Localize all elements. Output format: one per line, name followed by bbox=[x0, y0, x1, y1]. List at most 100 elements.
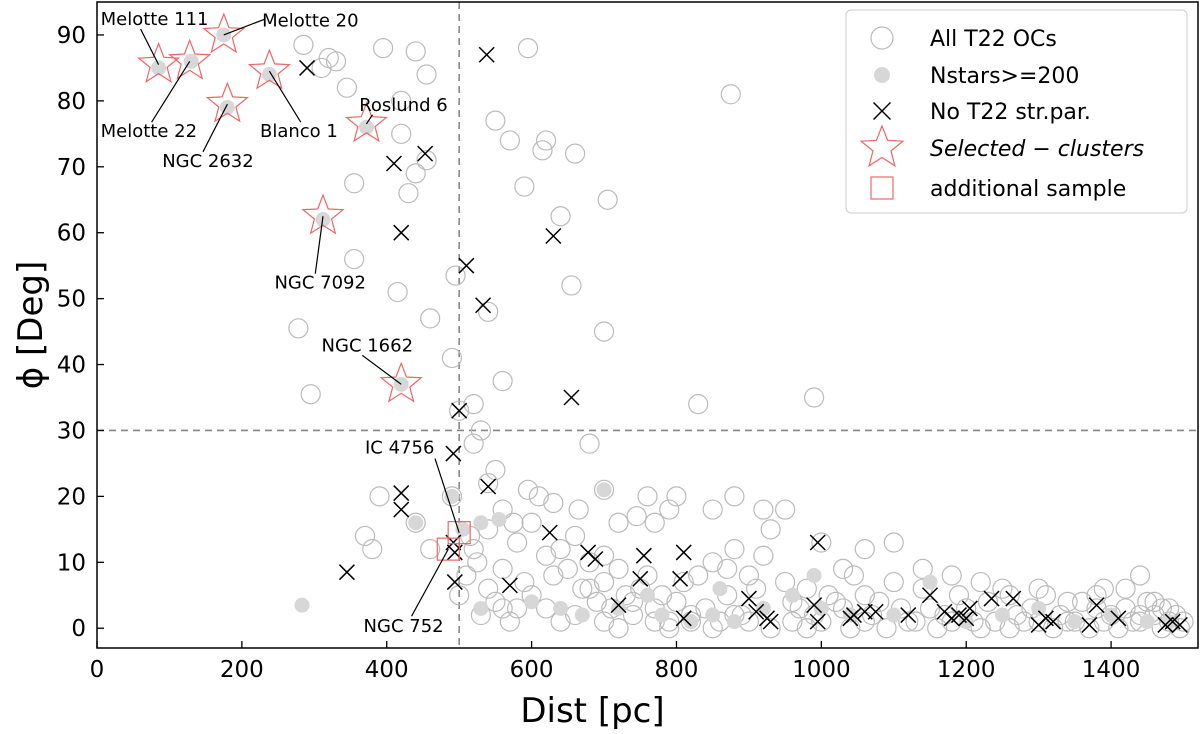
rich-cluster-point bbox=[473, 515, 489, 531]
all-oc-point bbox=[818, 585, 839, 606]
all-oc-point bbox=[999, 618, 1020, 639]
all-oc-point bbox=[854, 539, 875, 560]
all-oc-point bbox=[1144, 591, 1165, 612]
legend-box bbox=[845, 9, 1188, 214]
no-parameter-point bbox=[809, 613, 826, 630]
all-oc-point bbox=[398, 183, 419, 204]
cross-stroke bbox=[475, 297, 492, 314]
cross-stroke bbox=[541, 524, 558, 541]
rich-cluster-point bbox=[524, 594, 540, 610]
selected-cluster-star bbox=[301, 193, 345, 235]
no-parameter-point bbox=[478, 46, 495, 63]
y-axis-title: ϕ [Deg] bbox=[11, 261, 51, 389]
no-parameter-point bbox=[748, 603, 765, 620]
rich-cluster-point bbox=[151, 60, 167, 76]
all-oc-point bbox=[535, 598, 557, 619]
selected-cluster-star bbox=[247, 48, 291, 90]
cross-stroke bbox=[748, 603, 765, 620]
all-oc-point bbox=[514, 571, 535, 593]
cross-stroke bbox=[417, 145, 434, 162]
rich-cluster-point bbox=[574, 607, 590, 623]
legend-label: No T22 str.par. bbox=[930, 100, 1091, 125]
all-oc-point bbox=[1158, 611, 1180, 632]
all-oc-point bbox=[593, 321, 615, 342]
legend-marker-star bbox=[859, 124, 905, 168]
all-oc-point bbox=[362, 539, 383, 560]
cross-stroke bbox=[610, 597, 627, 614]
cross-stroke bbox=[480, 478, 497, 495]
rich-cluster-point bbox=[1031, 600, 1047, 616]
all-oc-point bbox=[637, 486, 658, 507]
no-parameter-point bbox=[563, 389, 580, 406]
all-oc-point bbox=[416, 64, 437, 85]
all-oc-point bbox=[336, 77, 357, 98]
all-oc-point bbox=[373, 38, 394, 59]
all-oc-point bbox=[811, 532, 832, 553]
annotation-label: NGC 752 bbox=[364, 616, 444, 637]
x-tick-label: 800 bbox=[655, 657, 699, 683]
all-oc-point bbox=[470, 420, 492, 441]
annotation-label: IC 4756 bbox=[365, 438, 434, 459]
cross-stroke bbox=[458, 257, 475, 274]
cross-stroke bbox=[806, 597, 823, 614]
no-parameter-point bbox=[921, 587, 939, 604]
all-oc-point bbox=[666, 591, 687, 612]
all-oc-point bbox=[608, 558, 629, 579]
all-oc-point bbox=[499, 611, 520, 632]
all-oc-point bbox=[905, 611, 926, 632]
selected-cluster-star bbox=[168, 38, 212, 80]
all-oc-point bbox=[1035, 585, 1056, 606]
all-oc-point bbox=[405, 41, 426, 62]
all-oc-point bbox=[467, 552, 488, 573]
all-oc-point bbox=[673, 571, 694, 593]
all-oc-point bbox=[919, 598, 941, 619]
all-oc-point bbox=[441, 486, 463, 507]
no-parameter-point bbox=[762, 613, 779, 630]
all-oc-point bbox=[775, 499, 796, 520]
all-oc-point bbox=[535, 130, 557, 151]
all-oc-point bbox=[659, 618, 680, 639]
all-oc-point bbox=[843, 565, 865, 586]
legend-label: Selected − clusters bbox=[930, 137, 1144, 162]
all-oc-point bbox=[1115, 598, 1136, 619]
selected-cluster-markers bbox=[137, 12, 471, 561]
all-oc-point bbox=[702, 552, 723, 573]
cross-stroke bbox=[961, 600, 978, 617]
rich-cluster-point bbox=[1103, 607, 1119, 623]
rich-cluster-point bbox=[640, 587, 655, 603]
all-oc-point bbox=[288, 318, 309, 339]
all-oc-point bbox=[492, 370, 513, 392]
all-oc-point bbox=[717, 558, 738, 579]
all-oc-point bbox=[1129, 565, 1151, 586]
all-oc-point bbox=[898, 611, 919, 632]
all-oc-point bbox=[1072, 591, 1093, 612]
all-oc-point bbox=[507, 598, 528, 619]
all-oc-point bbox=[597, 189, 618, 210]
annotation-label: Roslund 6 bbox=[359, 95, 448, 116]
no-parameter-point bbox=[393, 501, 410, 518]
all-oc-point bbox=[796, 618, 817, 639]
rich-cluster-point bbox=[705, 607, 721, 623]
all-oc-point bbox=[1050, 604, 1071, 626]
all-oc-point bbox=[586, 591, 607, 612]
all-oc-point bbox=[970, 571, 991, 593]
all-oc-point bbox=[760, 618, 781, 639]
all-oc-point bbox=[405, 512, 426, 533]
y-tick-label: 10 bbox=[57, 550, 86, 576]
annotation-label: Melotte 20 bbox=[262, 10, 358, 31]
cross-stroke bbox=[393, 501, 410, 518]
cross-stroke bbox=[809, 613, 826, 630]
all-oc-point bbox=[492, 558, 513, 579]
all-oc-point bbox=[753, 499, 774, 520]
all-oc-point bbox=[507, 532, 528, 553]
no-parameter-point bbox=[545, 227, 562, 245]
all-oc-point bbox=[572, 578, 593, 599]
all-oc-point bbox=[1028, 578, 1049, 599]
no-parameter-point bbox=[672, 570, 689, 587]
all-oc-point bbox=[478, 578, 499, 599]
all-oc-point bbox=[608, 618, 629, 639]
rich-cluster-point bbox=[408, 515, 424, 531]
all-oc-point bbox=[521, 512, 542, 533]
rich-cluster-point bbox=[813, 600, 829, 616]
all-oc-point bbox=[517, 479, 539, 500]
